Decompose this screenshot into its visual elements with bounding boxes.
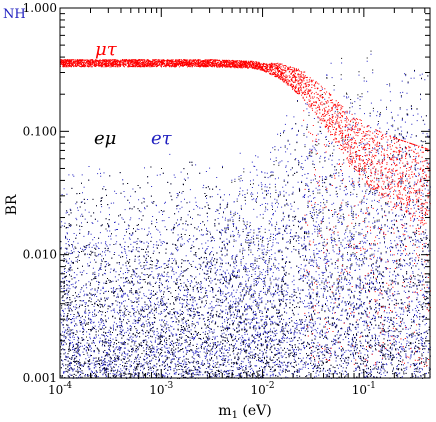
series-label-mu-tau: μτ (95, 39, 118, 60)
plot-frame (59, 7, 431, 379)
x-axis-title: m1 (eV) (218, 403, 271, 421)
series-label-e-tau: eτ (151, 128, 173, 149)
y-tick-label: 1.000 (23, 1, 57, 15)
y-tick-label: 0.010 (23, 248, 57, 262)
x-tick-label: 10-3 (149, 381, 173, 397)
x-tick-label: 10-1 (352, 381, 376, 397)
corner-label: NH (3, 7, 26, 22)
e-mu-points (60, 50, 431, 379)
x-tick-label-base: 10 (352, 383, 367, 397)
y-tick-label: 0.001 (23, 371, 57, 385)
series-label-e-mu: eμ (94, 128, 116, 149)
y-tick-label: 0.100 (23, 124, 57, 138)
x-axis-title-main: m (218, 403, 231, 419)
x-tick-label: 10-4 (48, 381, 72, 397)
scatter-points (60, 50, 431, 379)
x-tick-label-base: 10 (48, 383, 63, 397)
x-tick-label-base: 10 (251, 383, 266, 397)
x-axis-title-unit: (eV) (238, 403, 272, 419)
x-tick-label-exponent: -2 (266, 381, 275, 391)
x-tick-label: 10-2 (251, 381, 275, 397)
y-axis-title: BR (4, 194, 20, 215)
x-axis-title-subscript: 1 (232, 410, 238, 421)
x-tick-label-exponent: -3 (165, 381, 174, 391)
x-tick-label-exponent: -1 (367, 381, 376, 391)
x-tick-label-base: 10 (149, 383, 164, 397)
x-tick-label-exponent: -4 (63, 381, 72, 391)
